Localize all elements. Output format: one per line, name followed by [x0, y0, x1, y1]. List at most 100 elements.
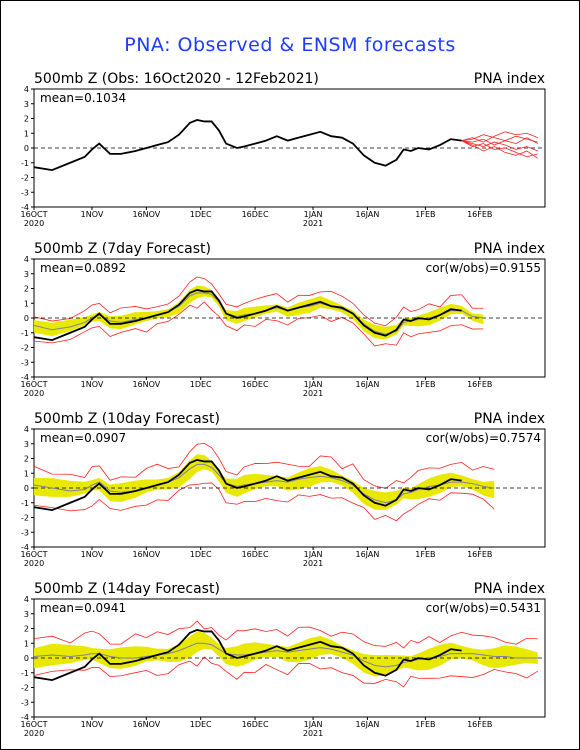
ensemble-member-line [461, 137, 538, 146]
panel-title: 500mb Z (14day Forecast) [34, 581, 220, 597]
x-tick-year-label: 2021 [303, 559, 323, 568]
x-tick-year-label: 2021 [303, 729, 323, 738]
y-tick-label: -2 [21, 174, 29, 183]
y-tick-label: -1 [21, 499, 29, 508]
x-tick-label: 16DEC [242, 380, 269, 389]
x-tick-label: 16NOV [132, 210, 160, 219]
x-tick-label: 16OCT [21, 210, 48, 219]
x-tick-year-label: 2020 [24, 389, 44, 398]
x-tick-year-label: 2021 [303, 389, 323, 398]
x-tick-label: 1FEB [415, 210, 435, 219]
y-tick-label: 1 [24, 299, 29, 308]
stat-label-bg [37, 261, 127, 275]
mean-label: mean=0.1034 [40, 91, 126, 105]
x-tick-label: 16FEB [467, 380, 492, 389]
spread-band [34, 631, 538, 677]
x-tick-label: 1JAN [304, 550, 323, 559]
y-tick-label: 1 [24, 129, 29, 138]
x-tick-label: 1DEC [190, 210, 212, 219]
panel-index-label: PNA index [474, 241, 545, 257]
y-tick-label: -2 [21, 684, 29, 693]
y-tick-label: 3 [24, 270, 29, 279]
mean-label: mean=0.0907 [40, 431, 126, 445]
x-tick-label: 1DEC [190, 720, 212, 729]
y-tick-label: 0 [24, 654, 29, 663]
correlation-label: cor(w/obs)=0.9155 [426, 261, 541, 275]
y-tick-label: 0 [24, 484, 29, 493]
x-tick-label: 1FEB [415, 550, 435, 559]
x-tick-label: 16OCT [21, 550, 48, 559]
x-tick-label: 16JAN [355, 210, 379, 219]
y-tick-label: -1 [21, 159, 29, 168]
observed-line [34, 289, 462, 342]
mean-label: mean=0.0941 [40, 601, 126, 615]
x-tick-label: 16DEC [242, 550, 269, 559]
envelope-upper-line [34, 276, 484, 327]
chart-panel-4: 500mb Z (14day Forecast) PNA index 4 3 2 1 0 -1… [21, 581, 546, 738]
cor-label-bg [395, 261, 542, 275]
cor-label-bg [395, 601, 542, 615]
x-tick-label: 16JAN [355, 550, 379, 559]
x-tick-label: 16NOV [132, 720, 160, 729]
forecast-mean-line [34, 463, 495, 504]
x-tick-year-label: 2020 [24, 559, 44, 568]
stat-label-bg [37, 601, 127, 615]
x-tick-label: 1DEC [190, 550, 212, 559]
envelope-lower-line [34, 482, 495, 522]
x-tick-label: 1FEB [415, 720, 435, 729]
y-tick-label: 4 [24, 85, 29, 94]
y-tick-label: -3 [21, 358, 29, 367]
y-tick-label: 2 [24, 115, 29, 124]
observed-line [34, 629, 462, 682]
data-layer [34, 276, 545, 347]
x-tick-label: 1JAN [304, 720, 323, 729]
x-tick-label: 16FEB [467, 210, 492, 219]
data-layer [34, 442, 545, 522]
y-tick-label: 2 [24, 285, 29, 294]
panel-index-label: PNA index [474, 71, 545, 87]
y-tick-label: 0 [24, 314, 29, 323]
x-tick-label: 16JAN [355, 380, 379, 389]
correlation-label: cor(w/obs)=0.5431 [426, 601, 541, 615]
chart-panel-1: 500mb Z (Obs: 16Oct2020 - 12Feb2021) PNA … [21, 71, 546, 228]
x-tick-label: 1JAN [304, 380, 323, 389]
envelope-lower-line [34, 656, 538, 688]
ensemble-member-line [461, 140, 538, 152]
stat-label-bg [37, 91, 127, 105]
cor-label-bg [395, 431, 542, 445]
mean-label: mean=0.0892 [40, 261, 126, 275]
envelope-lower-line [34, 301, 484, 347]
y-tick-label: 3 [24, 610, 29, 619]
panel-title: 500mb Z (Obs: 16Oct2020 - 12Feb2021) [34, 71, 319, 87]
y-tick-label: 4 [24, 255, 29, 264]
y-tick-label: -3 [21, 528, 29, 537]
chart-panel-2: 500mb Z (7day Forecast) PNA index 4 3 2 1 0 -1 -… [21, 241, 546, 398]
y-tick-label: -2 [21, 514, 29, 523]
x-tick-label: 16FEB [467, 550, 492, 559]
x-tick-label: 1NOV [81, 380, 104, 389]
panel-index-label: PNA index [474, 581, 545, 597]
observed-line [34, 119, 462, 172]
x-tick-label: 1JAN [304, 210, 323, 219]
y-tick-label: 2 [24, 455, 29, 464]
envelope-upper-line [34, 620, 538, 649]
stat-label-bg [37, 431, 127, 445]
x-tick-label: 16OCT [21, 720, 48, 729]
y-tick-label: 1 [24, 469, 29, 478]
panel-index-label: PNA index [474, 411, 545, 427]
y-tick-label: -2 [21, 344, 29, 353]
chart-panel-3: 500mb Z (10day Forecast) PNA index 4 3 2 1 0 -1… [21, 411, 546, 568]
forecast-mean-line [34, 642, 538, 668]
ensemble-member-line [461, 140, 538, 158]
x-tick-label: 16FEB [467, 720, 492, 729]
data-layer [34, 620, 545, 688]
y-tick-label: -4 [21, 203, 29, 212]
y-tick-label: 0 [24, 144, 29, 153]
data-layer [34, 119, 545, 172]
panel-title: 500mb Z (7day Forecast) [34, 241, 211, 257]
correlation-label: cor(w/obs)=0.7574 [426, 431, 541, 445]
y-tick-label: -4 [21, 543, 29, 552]
page-title: PNA: Observed & ENSM forecasts [124, 34, 456, 56]
y-tick-label: 3 [24, 100, 29, 109]
